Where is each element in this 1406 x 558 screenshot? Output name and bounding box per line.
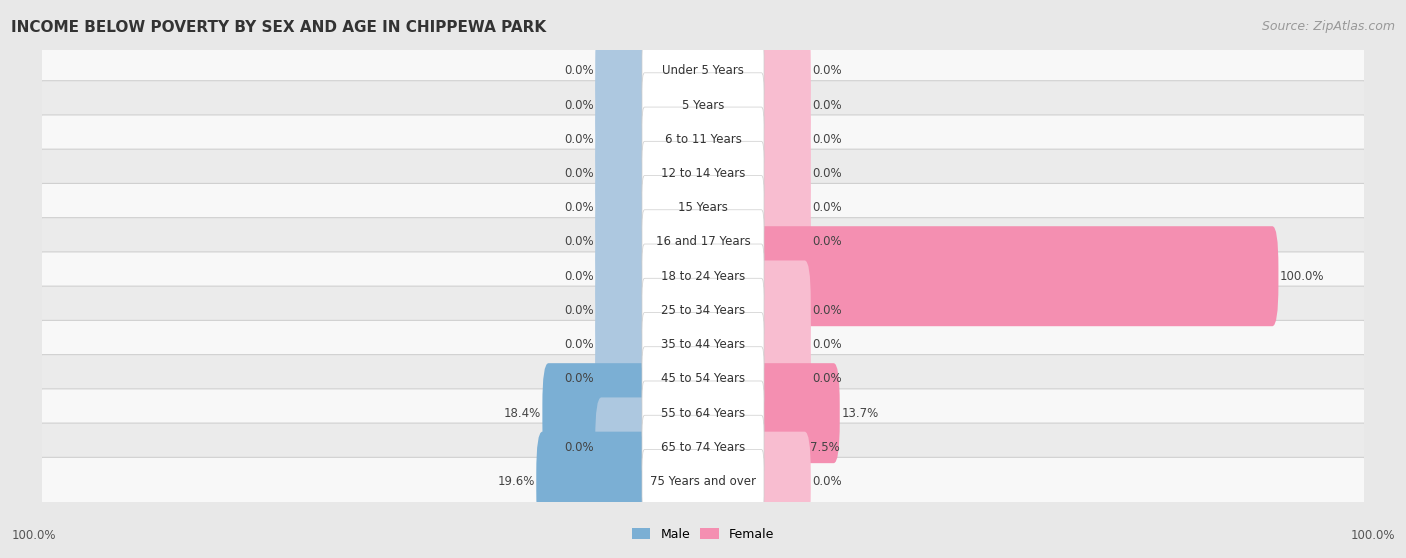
FancyBboxPatch shape xyxy=(536,432,648,532)
Text: 19.6%: 19.6% xyxy=(498,475,534,488)
FancyBboxPatch shape xyxy=(595,55,648,155)
Text: 0.0%: 0.0% xyxy=(813,372,842,386)
FancyBboxPatch shape xyxy=(758,397,808,497)
FancyBboxPatch shape xyxy=(41,355,1365,403)
Text: 0.0%: 0.0% xyxy=(564,235,593,248)
Text: Source: ZipAtlas.com: Source: ZipAtlas.com xyxy=(1261,20,1395,32)
FancyBboxPatch shape xyxy=(643,415,763,479)
FancyBboxPatch shape xyxy=(595,192,648,292)
Text: 0.0%: 0.0% xyxy=(564,338,593,351)
Text: 18.4%: 18.4% xyxy=(503,407,541,420)
Text: 0.0%: 0.0% xyxy=(813,99,842,112)
Text: 13.7%: 13.7% xyxy=(841,407,879,420)
FancyBboxPatch shape xyxy=(41,423,1365,472)
FancyBboxPatch shape xyxy=(41,218,1365,266)
FancyBboxPatch shape xyxy=(41,286,1365,335)
Text: 0.0%: 0.0% xyxy=(564,270,593,283)
Text: 0.0%: 0.0% xyxy=(813,133,842,146)
FancyBboxPatch shape xyxy=(758,295,811,395)
FancyBboxPatch shape xyxy=(643,312,763,377)
FancyBboxPatch shape xyxy=(595,158,648,258)
Text: 0.0%: 0.0% xyxy=(813,475,842,488)
Text: 0.0%: 0.0% xyxy=(564,99,593,112)
FancyBboxPatch shape xyxy=(643,210,763,274)
Text: 12 to 14 Years: 12 to 14 Years xyxy=(661,167,745,180)
FancyBboxPatch shape xyxy=(643,141,763,206)
Text: 0.0%: 0.0% xyxy=(813,64,842,77)
Text: 6 to 11 Years: 6 to 11 Years xyxy=(665,133,741,146)
Text: 0.0%: 0.0% xyxy=(813,338,842,351)
Text: 45 to 54 Years: 45 to 54 Years xyxy=(661,372,745,386)
FancyBboxPatch shape xyxy=(643,381,763,445)
FancyBboxPatch shape xyxy=(643,107,763,171)
FancyBboxPatch shape xyxy=(758,432,811,532)
FancyBboxPatch shape xyxy=(758,226,1278,326)
FancyBboxPatch shape xyxy=(595,226,648,326)
FancyBboxPatch shape xyxy=(543,363,648,463)
Text: 65 to 74 Years: 65 to 74 Years xyxy=(661,441,745,454)
FancyBboxPatch shape xyxy=(758,55,811,155)
FancyBboxPatch shape xyxy=(643,278,763,343)
FancyBboxPatch shape xyxy=(643,450,763,514)
Text: 0.0%: 0.0% xyxy=(813,167,842,180)
Text: 7.5%: 7.5% xyxy=(810,441,839,454)
Text: 0.0%: 0.0% xyxy=(564,201,593,214)
FancyBboxPatch shape xyxy=(41,115,1365,163)
Legend: Male, Female: Male, Female xyxy=(627,523,779,546)
Text: 0.0%: 0.0% xyxy=(564,167,593,180)
FancyBboxPatch shape xyxy=(643,244,763,309)
FancyBboxPatch shape xyxy=(643,347,763,411)
Text: 0.0%: 0.0% xyxy=(813,304,842,317)
FancyBboxPatch shape xyxy=(41,149,1365,198)
Text: 0.0%: 0.0% xyxy=(813,201,842,214)
FancyBboxPatch shape xyxy=(41,389,1365,437)
FancyBboxPatch shape xyxy=(595,295,648,395)
FancyBboxPatch shape xyxy=(595,261,648,360)
Text: 0.0%: 0.0% xyxy=(564,64,593,77)
Text: Under 5 Years: Under 5 Years xyxy=(662,64,744,77)
Text: 18 to 24 Years: 18 to 24 Years xyxy=(661,270,745,283)
FancyBboxPatch shape xyxy=(595,89,648,189)
FancyBboxPatch shape xyxy=(595,21,648,121)
FancyBboxPatch shape xyxy=(595,397,648,497)
FancyBboxPatch shape xyxy=(758,329,811,429)
Text: 75 Years and over: 75 Years and over xyxy=(650,475,756,488)
Text: 15 Years: 15 Years xyxy=(678,201,728,214)
FancyBboxPatch shape xyxy=(758,261,811,360)
FancyBboxPatch shape xyxy=(643,39,763,103)
FancyBboxPatch shape xyxy=(41,46,1365,95)
FancyBboxPatch shape xyxy=(41,184,1365,232)
Text: 100.0%: 100.0% xyxy=(1350,529,1395,542)
FancyBboxPatch shape xyxy=(758,123,811,224)
FancyBboxPatch shape xyxy=(643,176,763,240)
FancyBboxPatch shape xyxy=(758,158,811,258)
FancyBboxPatch shape xyxy=(41,252,1365,301)
Text: 35 to 44 Years: 35 to 44 Years xyxy=(661,338,745,351)
Text: 55 to 64 Years: 55 to 64 Years xyxy=(661,407,745,420)
Text: 0.0%: 0.0% xyxy=(564,441,593,454)
Text: 100.0%: 100.0% xyxy=(1279,270,1324,283)
FancyBboxPatch shape xyxy=(758,89,811,189)
Text: 0.0%: 0.0% xyxy=(564,133,593,146)
Text: 0.0%: 0.0% xyxy=(813,235,842,248)
FancyBboxPatch shape xyxy=(758,21,811,121)
Text: INCOME BELOW POVERTY BY SEX AND AGE IN CHIPPEWA PARK: INCOME BELOW POVERTY BY SEX AND AGE IN C… xyxy=(11,20,547,35)
FancyBboxPatch shape xyxy=(758,192,811,292)
Text: 100.0%: 100.0% xyxy=(11,529,56,542)
FancyBboxPatch shape xyxy=(595,123,648,224)
FancyBboxPatch shape xyxy=(758,363,839,463)
Text: 0.0%: 0.0% xyxy=(564,304,593,317)
FancyBboxPatch shape xyxy=(41,81,1365,129)
FancyBboxPatch shape xyxy=(643,73,763,137)
FancyBboxPatch shape xyxy=(41,320,1365,369)
Text: 0.0%: 0.0% xyxy=(564,372,593,386)
Text: 5 Years: 5 Years xyxy=(682,99,724,112)
FancyBboxPatch shape xyxy=(595,329,648,429)
Text: 16 and 17 Years: 16 and 17 Years xyxy=(655,235,751,248)
Text: 25 to 34 Years: 25 to 34 Years xyxy=(661,304,745,317)
FancyBboxPatch shape xyxy=(41,458,1365,506)
